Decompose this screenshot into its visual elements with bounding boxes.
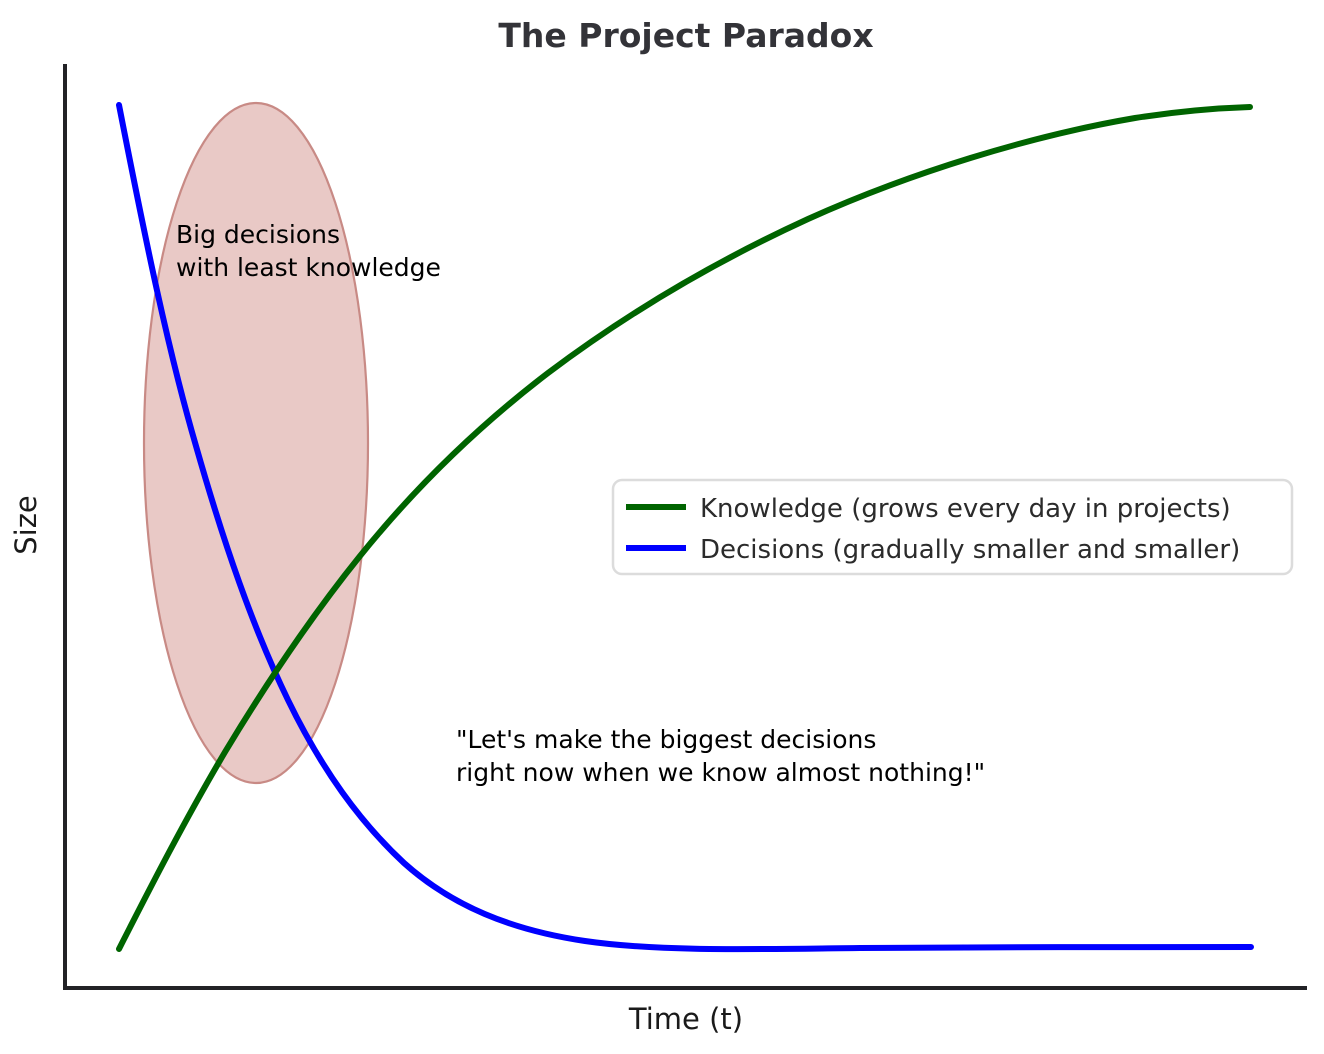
knowledge-series-line bbox=[116, 104, 1253, 952]
decisions-series-line bbox=[116, 102, 1254, 953]
annotation-big-decisions-line-2: with least knowledge bbox=[176, 253, 441, 282]
legend-item-decisions[interactable]: Decisions (gradually smaller and smaller… bbox=[626, 535, 1240, 565]
early-phase-highlight-ellipse bbox=[142, 101, 370, 785]
chart-legend[interactable]: Knowledge (grows every day in projects) … bbox=[611, 478, 1294, 576]
chart-title: The Project Paradox bbox=[498, 16, 873, 55]
annotation-quote-line-1: "Let's make the biggest decisions bbox=[456, 725, 876, 754]
annotation-big-decisions-line-1: Big decisions bbox=[176, 220, 340, 249]
annotation-quote-line-2: right now when we know almost nothing!" bbox=[456, 758, 985, 787]
legend-background bbox=[611, 478, 1294, 576]
annotation-quote: "Let's make the biggest decisions right … bbox=[456, 725, 985, 787]
annotation-big-decisions: Big decisions with least knowledge bbox=[176, 220, 441, 282]
legend-label-knowledge: Knowledge (grows every day in projects) bbox=[700, 494, 1231, 524]
y-axis-label: Size bbox=[9, 495, 43, 555]
legend-label-decisions: Decisions (gradually smaller and smaller… bbox=[700, 535, 1240, 565]
x-axis-label: Time (t) bbox=[628, 1002, 743, 1036]
legend-item-knowledge[interactable]: Knowledge (grows every day in projects) bbox=[626, 494, 1231, 524]
